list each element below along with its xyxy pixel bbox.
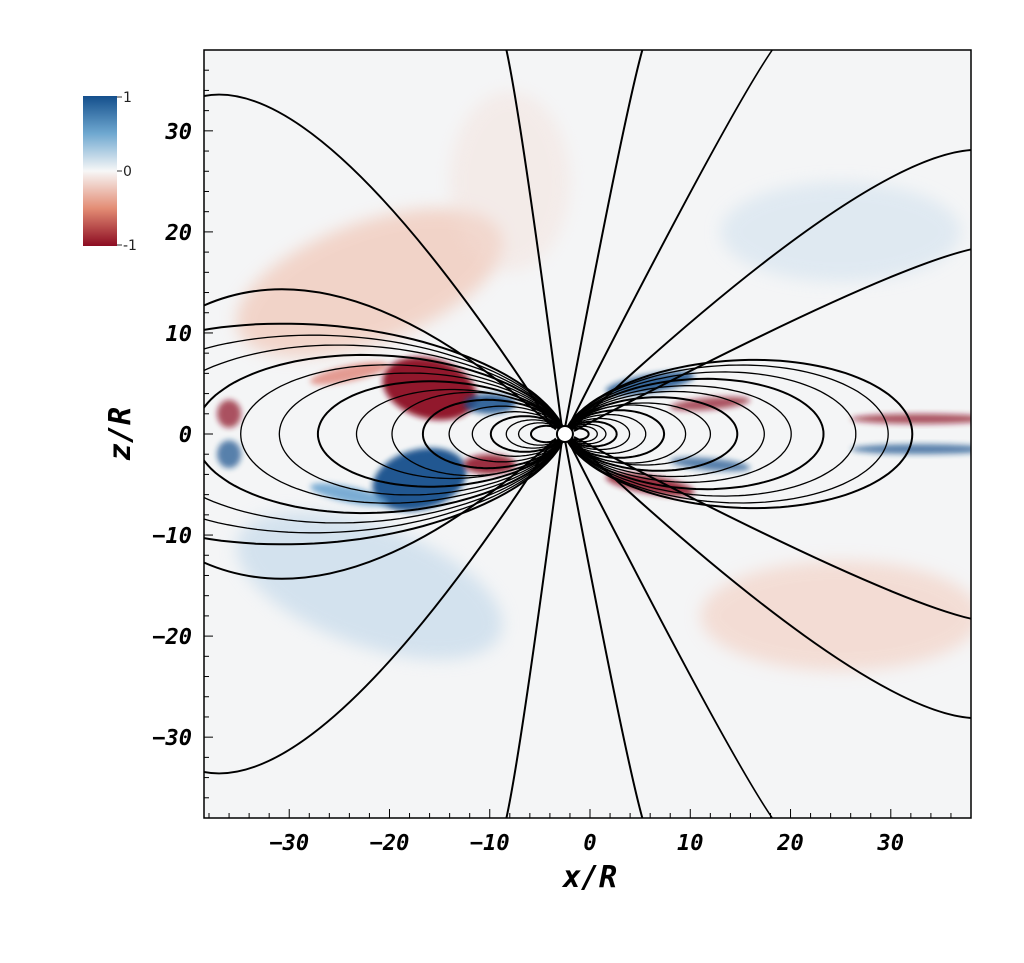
field-line-loop-right-25: [563, 377, 825, 491]
y-tick-label: −30: [152, 726, 192, 751]
field-line-open-10: [570, 437, 971, 719]
field-band-left-lower: [310, 483, 389, 507]
y-tick-label: 20: [165, 221, 193, 246]
x-tick-label: −20: [370, 831, 410, 856]
field-sheet-red: [850, 413, 971, 424]
x-tick-label: 0: [583, 831, 596, 856]
field-blob-top: [449, 91, 570, 272]
field-line-loop-left-24: [204, 353, 566, 515]
y-tick-labels: −30 −20 −10 0 10 20 30: [152, 120, 192, 751]
field-line-open-2: [567, 50, 774, 429]
colorbar-gradient: [83, 96, 117, 246]
colorbar-label-max: 1: [123, 90, 132, 106]
field-line-loop-right-27: [564, 371, 857, 497]
y-axis-label: z/R: [103, 407, 138, 461]
field-line-loop-left-6: [489, 415, 566, 453]
field-line-loop-left-28: [204, 334, 566, 534]
field-lobe-left-inner-red: [463, 454, 516, 475]
x-tick-label: 30: [877, 831, 905, 856]
y-tick-label: −10: [152, 524, 192, 549]
y-tick-label: 10: [166, 322, 193, 347]
field-line-loop-left-8: [471, 411, 566, 457]
field-band-left-upper: [310, 361, 389, 385]
field-line-loop-left-10: [448, 405, 566, 463]
field-line-loop-right-31: [563, 358, 914, 510]
field-line-loop-right-29: [564, 364, 889, 504]
field-sheet-blue: [850, 444, 971, 455]
field-line-loop-left-30: [204, 322, 566, 546]
field-line-open-1: [563, 50, 644, 429]
y-tick-label: −20: [152, 625, 192, 650]
field-line-loop-right-7: [564, 420, 618, 448]
plot-background: [204, 50, 971, 818]
field-line-open-3: [570, 149, 971, 431]
field-line-loop-left-26: [204, 344, 566, 524]
x-tick-label: −30: [269, 831, 309, 856]
field-tip-red: [217, 399, 242, 428]
colorbar: 1 0 -1: [83, 90, 137, 254]
star-disk: [555, 425, 574, 443]
x-tick-labels: −30 −20 −10 0 10 20 30: [269, 831, 904, 856]
field-line-open-6: [204, 288, 557, 431]
field-line-open-0: [505, 50, 563, 429]
x-tick-label: 10: [677, 831, 704, 856]
field-blob-lr: [700, 560, 971, 671]
field-line-open-12: [204, 439, 554, 775]
x-axis-label: x/R: [561, 860, 617, 895]
field-line-open-11: [573, 436, 971, 620]
y-tick-label: 30: [165, 120, 193, 145]
field-line-loop-left-16: [355, 388, 566, 480]
field-blob-ul: [236, 208, 503, 357]
field-line-open-8: [563, 439, 644, 818]
field-line-loop-right-9: [564, 417, 631, 451]
field-line-open-4: [573, 248, 971, 432]
field-tip-blue: [217, 440, 242, 469]
field-line-open-13: [204, 437, 557, 580]
field-line-open-9: [567, 439, 774, 818]
field-line-loop-left-20: [278, 372, 566, 496]
field-lobe-left-inner-blue: [463, 393, 516, 414]
y-tick-label: 0: [179, 423, 192, 448]
field-line-open-7: [505, 439, 563, 818]
field-line-open-5: [204, 93, 554, 429]
field-line-loop-left-22: [240, 364, 566, 504]
field-blob-ur: [720, 181, 961, 282]
colorbar-label-mid: 0: [123, 164, 132, 180]
field-line-loop-left-12: [421, 398, 566, 470]
field-line-loop-left-18: [316, 380, 566, 488]
field-blob-ll: [236, 511, 503, 660]
field-line-loop-left-2: [517, 422, 566, 446]
axis-ticks: [204, 49, 972, 819]
color-field: [217, 91, 971, 671]
x-tick-label: −10: [470, 831, 510, 856]
field-lines: [204, 50, 971, 818]
colorbar-label-min: -1: [123, 238, 137, 254]
x-tick-label: 20: [776, 831, 804, 856]
